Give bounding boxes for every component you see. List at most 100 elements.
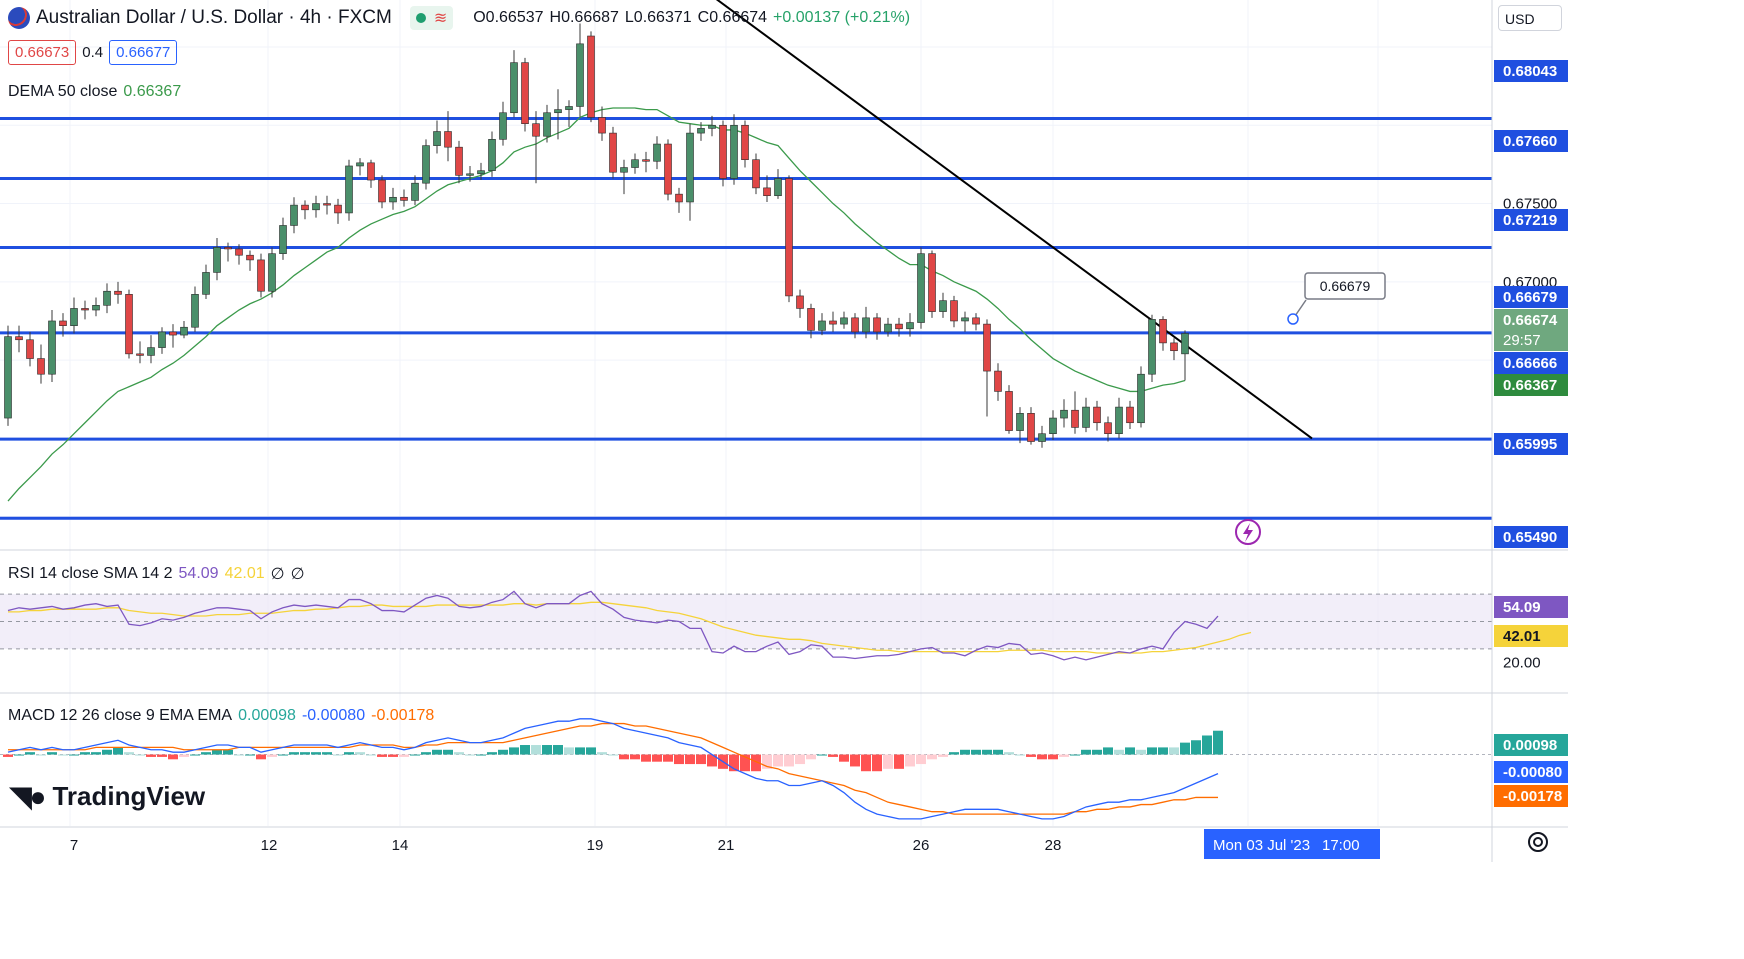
trendline[interactable] <box>690 0 1313 440</box>
candle <box>818 313 826 336</box>
candle-body <box>136 353 144 356</box>
candle-body <box>752 159 760 189</box>
price-level-label: 0.65490 <box>1494 526 1568 548</box>
candle-body <box>180 326 188 336</box>
macd-histogram-bar <box>344 752 354 755</box>
candle <box>279 217 287 260</box>
rsi-legend[interactable]: RSI 14 close SMA 14 2 54.09 42.01 ∅ ∅ <box>8 564 305 584</box>
macd-signal-value: -0.00178 <box>371 707 435 724</box>
currency-selector[interactable]: USD <box>1498 5 1562 31</box>
candle-body <box>279 225 287 254</box>
candle <box>708 115 716 137</box>
candle <box>213 237 221 281</box>
macd-histogram-bar <box>828 754 838 757</box>
macd-histogram-bar <box>619 754 629 760</box>
candle-body <box>92 305 100 311</box>
candle-body <box>477 170 485 175</box>
candle-body <box>444 131 452 148</box>
candle <box>587 31 595 123</box>
price-level-label: 0.68043 <box>1494 60 1568 82</box>
macd-histogram-bar <box>1202 735 1212 755</box>
macd-histogram-bar <box>487 752 497 755</box>
candle-body <box>862 317 870 333</box>
macd-hist-label: 0.00098 <box>1494 734 1568 756</box>
countdown-text: 29:57 <box>1503 332 1541 349</box>
candle-body <box>15 336 23 341</box>
candle-body <box>1082 406 1090 428</box>
candle <box>202 264 210 300</box>
price-level-label-text: 0.67660 <box>1503 133 1557 150</box>
candle <box>15 325 23 353</box>
callout-text: 0.66679 <box>1320 278 1371 294</box>
candle <box>576 23 584 118</box>
candle <box>158 327 166 354</box>
dema-legend[interactable]: DEMA 50 close 0.66367 <box>8 83 181 101</box>
macd-histogram-bar <box>256 754 266 760</box>
candle-body <box>345 165 353 214</box>
candle <box>532 111 540 184</box>
time-axis-tick: 19 <box>587 837 604 854</box>
candle <box>653 136 661 170</box>
candle-body <box>1027 413 1035 442</box>
candle <box>785 175 793 303</box>
price-level-label-text: 0.66674 <box>1503 312 1558 329</box>
macd-histogram-bar <box>652 754 662 762</box>
candle <box>1159 316 1167 351</box>
macd-histogram-bar <box>685 754 695 765</box>
brand-name: TradingView <box>52 781 206 811</box>
buy-price-button[interactable]: 0.66677 <box>109 40 178 65</box>
candle <box>829 311 837 332</box>
macd-histogram-bar <box>740 754 750 772</box>
candle <box>642 151 650 173</box>
time-axis-tick: 28 <box>1045 837 1062 854</box>
spread-value: 0.4 <box>82 44 104 61</box>
candle-body <box>1137 373 1145 424</box>
sell-price-button[interactable]: 0.66673 <box>8 40 77 65</box>
candle-body <box>1060 409 1068 419</box>
candle-body <box>521 62 529 124</box>
candle-body <box>499 112 507 140</box>
tradingview-logo[interactable]: ◥● TradingView <box>10 780 205 813</box>
candle-body <box>1049 417 1057 435</box>
candle <box>48 310 56 383</box>
macd-histogram-bar <box>58 754 68 756</box>
candle <box>455 140 463 184</box>
candle <box>1104 416 1112 442</box>
macd-histogram-bar <box>773 754 783 767</box>
macd-histogram-bar <box>597 752 607 755</box>
chart-canvas[interactable]: 0.675000.670000.680430.676600.672190.666… <box>0 0 1568 862</box>
candle-body <box>290 204 298 226</box>
candle-body <box>851 317 859 333</box>
market-status-icon[interactable]: ≋ <box>409 6 454 30</box>
macd-signal-label: -0.00178 <box>1494 785 1568 807</box>
candle-body <box>1093 406 1101 424</box>
candle <box>664 139 672 201</box>
candle <box>1027 407 1035 445</box>
macd-histogram-bar <box>542 745 552 755</box>
candle <box>1093 400 1101 431</box>
candle-body <box>389 196 397 203</box>
macd-histogram-bar <box>861 754 871 772</box>
dema-line <box>7 107 1186 502</box>
candle <box>92 297 100 317</box>
candle-body <box>1115 406 1123 435</box>
candle-body <box>1071 409 1079 428</box>
candle <box>873 313 881 340</box>
macd-histogram-bar <box>586 747 596 755</box>
macd-hist-label-bg <box>1494 734 1568 756</box>
price-level-label: 0.67660 <box>1494 130 1568 152</box>
candle-body <box>807 308 815 331</box>
candle-body <box>466 173 474 176</box>
candle <box>686 123 694 221</box>
macd-histogram-bar <box>1147 747 1157 755</box>
settings-gear-icon[interactable] <box>1528 832 1548 852</box>
symbol-title[interactable]: Australian Dollar / U.S. Dollar · 4h · F… <box>36 7 392 28</box>
macd-histogram-bar <box>663 754 673 762</box>
macd-legend[interactable]: MACD 12 26 close 9 EMA EMA 0.00098 -0.00… <box>8 707 434 725</box>
macd-histogram-bar <box>278 754 288 756</box>
macd-histogram-bar <box>993 749 1003 755</box>
grid-lines <box>0 0 1492 826</box>
macd-line-label-bg <box>1494 761 1568 783</box>
candle <box>1060 399 1068 428</box>
macd-histogram-bar <box>102 749 112 755</box>
